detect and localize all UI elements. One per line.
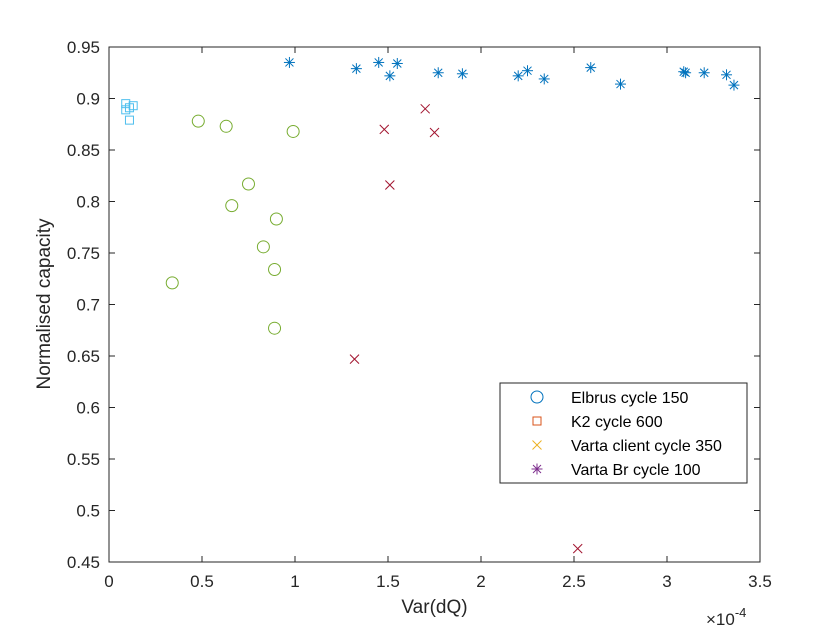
x-tick-label: 1 bbox=[290, 572, 299, 591]
data-point-asterisk bbox=[432, 67, 444, 79]
y-tick-label: 0.75 bbox=[67, 244, 100, 263]
data-point-asterisk bbox=[721, 69, 733, 81]
y-tick-label: 0.5 bbox=[76, 502, 100, 521]
x-axis-label: Var(dQ) bbox=[401, 597, 467, 618]
data-point-square bbox=[128, 101, 138, 111]
data-point-circle bbox=[165, 276, 179, 290]
x-tick-label: 2.5 bbox=[562, 572, 586, 591]
data-point-x bbox=[379, 124, 390, 135]
data-point-circle bbox=[268, 262, 282, 276]
y-tick-label: 0.45 bbox=[67, 553, 100, 572]
data-point-asterisk bbox=[585, 62, 597, 74]
x-tick-label: 3 bbox=[662, 572, 671, 591]
plot-area bbox=[108, 46, 761, 563]
data-point-circle bbox=[225, 199, 239, 213]
legend-items: Elbrus cycle 150 K2 cycle 600 Varta client… bbox=[530, 390, 722, 479]
x-tick-label: 2 bbox=[476, 572, 485, 591]
x-axis-multiplier-exponent: -4 bbox=[735, 605, 747, 620]
data-point-asterisk bbox=[522, 65, 533, 77]
x-tick-label: 0.5 bbox=[190, 572, 214, 591]
y-tick-label: 0.9 bbox=[76, 90, 100, 109]
data-point-asterisk bbox=[698, 67, 710, 79]
y-tick-label: 0.8 bbox=[76, 193, 100, 212]
y-tick-label: 0.6 bbox=[76, 399, 100, 418]
legend-entry-label: Varta Br cycle 100 bbox=[571, 462, 701, 479]
legend-marker-asterisk bbox=[531, 463, 543, 475]
y-tick-label: 0.7 bbox=[76, 296, 100, 315]
y-tick-label: 0.95 bbox=[67, 38, 100, 57]
data-point-asterisk bbox=[391, 57, 403, 69]
y-axis-label: Normalised capacity bbox=[34, 218, 55, 390]
x-tick-label: 0 bbox=[104, 572, 113, 591]
data-point-asterisk bbox=[456, 68, 468, 80]
data-point-asterisk bbox=[512, 70, 524, 82]
x-axis-multiplier: ×10-4 bbox=[706, 605, 746, 629]
y-tick-label: 0.55 bbox=[67, 450, 100, 469]
data-point-asterisk bbox=[350, 63, 362, 75]
data-point-x bbox=[572, 543, 583, 554]
data-point-circle bbox=[219, 119, 233, 133]
legend: Elbrus cycle 150 K2 cycle 600 Varta client… bbox=[499, 382, 748, 484]
x-tick-label: 1.5 bbox=[376, 572, 400, 591]
data-point-asterisk bbox=[373, 56, 385, 68]
data-point-circle bbox=[268, 321, 282, 335]
y-tick-label: 0.85 bbox=[67, 141, 100, 160]
data-point-circle bbox=[286, 124, 300, 138]
x-axis-ticks: 0 0.5 1 1.5 2 2.5 3 3.5 bbox=[104, 47, 772, 591]
data-point-asterisk bbox=[615, 78, 626, 90]
data-point-circle bbox=[269, 212, 283, 226]
legend-box bbox=[499, 382, 748, 484]
data-point-asterisk bbox=[384, 70, 396, 82]
data-point-x bbox=[349, 354, 360, 364]
y-axis-ticks: 0.45 0.5 0.55 0.6 0.65 0.7 0.75 0.8 0.85 0.9 0.95 bbox=[67, 38, 760, 572]
legend-entry-label: Elbrus cycle 150 bbox=[571, 390, 688, 407]
x-tick-label: 3.5 bbox=[748, 572, 772, 591]
data-point-x bbox=[385, 180, 395, 190]
legend-marker-circle bbox=[530, 390, 544, 404]
data-point-asterisk bbox=[680, 67, 692, 79]
legend-entry-label: Varta client cycle 350 bbox=[571, 438, 722, 455]
legend-entry-label: K2 cycle 600 bbox=[571, 414, 663, 431]
legend-marker-square bbox=[532, 416, 542, 426]
data-point-circle bbox=[191, 114, 205, 128]
data-point-circle bbox=[256, 240, 270, 254]
data-point-asterisk bbox=[538, 73, 550, 85]
data-point-asterisk bbox=[728, 79, 740, 91]
data-point-x bbox=[429, 127, 440, 138]
data-point-asterisk bbox=[283, 56, 295, 68]
data-point-circle bbox=[242, 177, 255, 191]
data-point-asterisk bbox=[678, 66, 690, 78]
legend-marker-x bbox=[532, 440, 542, 450]
y-tick-label: 0.65 bbox=[67, 347, 100, 366]
data-point-x bbox=[420, 103, 431, 114]
x-axis-multiplier-base: ×10 bbox=[706, 610, 735, 629]
data-markers bbox=[121, 56, 740, 554]
data-point-square bbox=[124, 115, 134, 125]
